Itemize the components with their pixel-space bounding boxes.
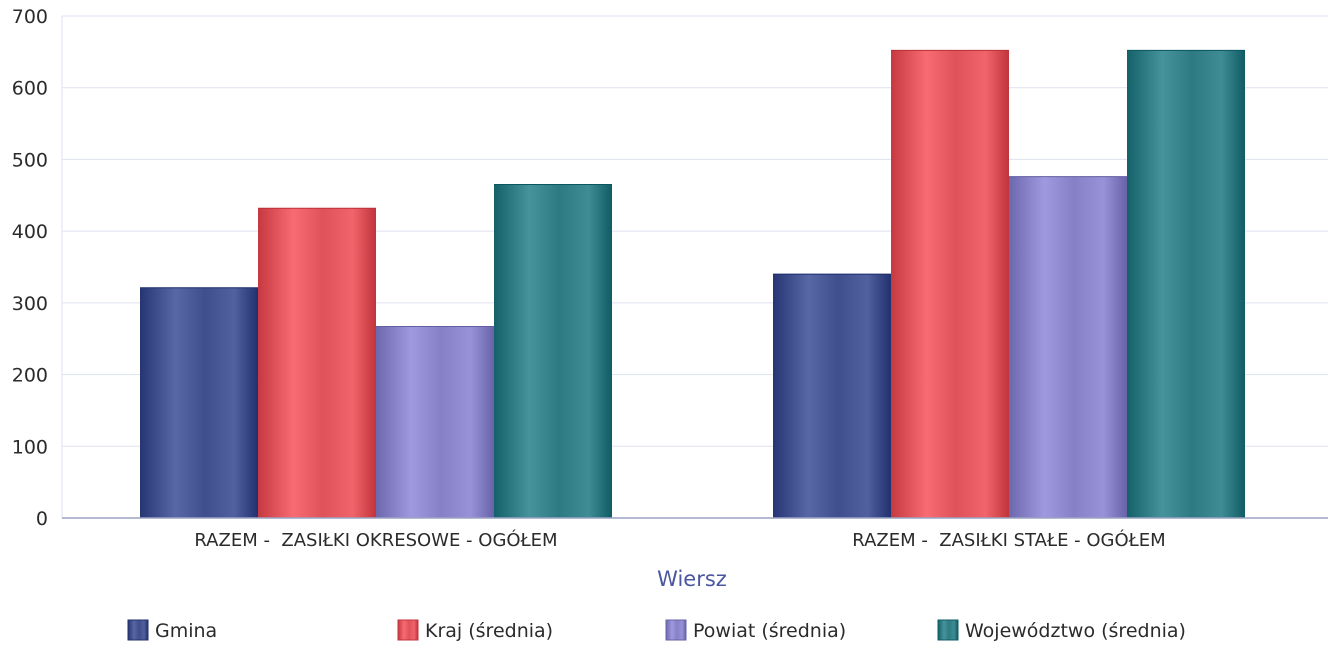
y-tick-label: 700 [12, 6, 48, 28]
y-tick-label: 400 [12, 221, 48, 243]
legend-swatch [665, 619, 687, 641]
legend-label: Gmina [155, 620, 217, 642]
legend-label: Powiat (średnia) [693, 620, 846, 642]
y-tick-label: 300 [12, 293, 48, 315]
bars [140, 49, 1245, 519]
legend-item: Powiat (średnia) [665, 619, 846, 642]
bar [1009, 176, 1127, 518]
legend-swatch [937, 619, 959, 641]
bar [891, 50, 1009, 519]
x-tick-label: RAZEM - ZASIŁKI STAŁE - OGÓŁEM [852, 529, 1165, 551]
y-tick-label: 600 [12, 78, 48, 100]
legend-label: Województwo (średnia) [965, 620, 1186, 642]
y-tick-label: 0 [36, 508, 48, 530]
legend-item: Gmina [127, 619, 217, 642]
bar [376, 326, 494, 518]
x-axis-label: Wiersz [657, 567, 727, 591]
legend-item: Województwo (średnia) [937, 619, 1186, 642]
legend-item: Kraj (średnia) [397, 619, 553, 642]
legend-label: Kraj (średnia) [425, 620, 553, 642]
x-tick-label: RAZEM - ZASIŁKI OKRESOWE - OGÓŁEM [194, 529, 557, 551]
bar [494, 184, 612, 518]
legend: Gmina Kraj (średnia) Powiat (średnia) Wojew… [127, 619, 1186, 642]
x-axis-ticks: RAZEM - ZASIŁKI OKRESOWE - OGÓŁEM RAZEM -… [194, 529, 1165, 551]
y-tick-label: 500 [12, 149, 48, 171]
bar [773, 274, 891, 518]
legend-swatch [397, 619, 419, 641]
legend-swatch [127, 619, 149, 641]
bar [140, 287, 258, 518]
y-tick-label: 200 [12, 365, 48, 387]
bar [258, 208, 376, 519]
y-tick-label: 100 [12, 436, 48, 458]
bar [1127, 50, 1245, 519]
y-axis-ticks: 0 100 200 300 400 500 600 700 [12, 6, 48, 530]
